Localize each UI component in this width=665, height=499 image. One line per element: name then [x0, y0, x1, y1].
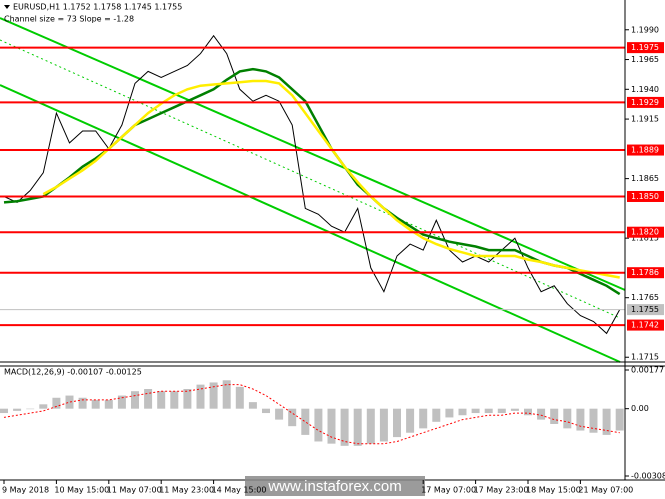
macd-bar [510, 408, 519, 411]
macd-bar [340, 408, 349, 446]
macd-bar [589, 408, 598, 433]
y-tick-label: 1.1815 [631, 234, 659, 243]
macd-bar [235, 386, 244, 409]
macd-bar [288, 408, 297, 427]
series-line [3, 34, 621, 335]
chart-title: EURUSD,H1 1.1752 1.1758 1.1745 1.1755 [13, 3, 182, 12]
macd-bar [196, 384, 205, 409]
macd-bar [497, 408, 506, 414]
macd-bar [0, 408, 8, 414]
level-label: 1.1850 [631, 192, 659, 201]
macd-bar [471, 408, 480, 414]
y-tick-label: 1.1940 [631, 85, 659, 94]
macd-bar [537, 408, 546, 420]
macd-bar [458, 408, 467, 416]
channel-lower [0, 84, 621, 363]
macd-bar [353, 408, 362, 446]
macd-bar [131, 391, 139, 409]
macd-bar [13, 408, 22, 411]
macd-bar [550, 408, 559, 424]
macd-bar [327, 408, 336, 444]
level-label-box [627, 267, 664, 279]
macd-bar [275, 408, 284, 420]
macd-bar [602, 408, 611, 435]
macd-bar [262, 408, 270, 414]
level-label-box [627, 144, 664, 156]
macd-bar [393, 408, 401, 438]
macd-bar [563, 408, 572, 429]
y-tick-label: 1.1915 [631, 115, 659, 124]
y-tick-label: -0.00308 [631, 472, 665, 481]
level-label: 1.1889 [631, 146, 659, 155]
level-label-box [627, 190, 664, 202]
x-tick-label: 11 May 07:00 [107, 486, 162, 495]
y-tick-label: 1.1715 [631, 353, 659, 362]
level-label: 1.1742 [631, 321, 659, 330]
x-tick-label: 10 May 15:00 [54, 486, 109, 495]
macd-bar [183, 389, 192, 409]
x-tick-label: 11 May 23:00 [159, 486, 214, 495]
macd-bar [484, 408, 493, 414]
macd-bar [117, 395, 126, 409]
macd-bar [615, 408, 624, 431]
channel-upper [0, 17, 626, 291]
macd-bar [406, 408, 415, 433]
x-tick-label: 14 May 15:00 [212, 486, 267, 495]
x-tick-label: 21 May 07:00 [578, 486, 633, 495]
watermark-box [245, 476, 425, 496]
level-label: 1.1786 [631, 268, 659, 277]
level-label: 1.1929 [631, 98, 659, 107]
macd-bar [419, 408, 428, 429]
macd-bar [39, 404, 48, 409]
macd-bar [222, 380, 231, 409]
macd-bar [65, 395, 74, 409]
macd-bar [445, 408, 454, 418]
watermark: www.instaforex.com [267, 478, 401, 495]
macd-bar [26, 408, 35, 410]
level-label-box [627, 96, 664, 108]
signal-line [3, 384, 620, 445]
macd-bar [379, 408, 388, 442]
macd-bar [248, 402, 257, 409]
macd-bar [301, 408, 310, 435]
current-price-box [627, 304, 664, 316]
macd-bar [144, 389, 153, 409]
x-tick-label: 17 May 23:00 [474, 486, 529, 495]
y-tick-label: 1.1965 [631, 55, 659, 64]
chart-subtitle: Channel size = 73 Slope = -1.28 [4, 15, 134, 24]
x-tick-label: 17 May 07:00 [421, 486, 476, 495]
macd-bar [366, 408, 375, 444]
level-label: 1.1975 [631, 43, 659, 52]
macd-bar [170, 391, 179, 409]
macd-bar [78, 397, 87, 409]
x-tick-label: 9 May 2018 [2, 486, 49, 495]
macd-bar [432, 408, 441, 422]
current-price-label: 1.1755 [631, 305, 659, 314]
macd-bar [157, 391, 166, 409]
macd-bar [524, 408, 532, 416]
y-tick-label: 1.1865 [631, 174, 659, 183]
menu-arrow [4, 5, 10, 9]
x-tick-label: 18 May 15:00 [526, 486, 581, 495]
macd-bar [314, 408, 323, 442]
y-tick-label: 1.1990 [631, 25, 659, 34]
level-label: 1.1820 [631, 228, 659, 237]
y-tick-label: 1.1765 [631, 293, 659, 302]
y-tick-label: 0.00 [631, 404, 649, 413]
level-label-box [627, 319, 664, 331]
level-label-box [627, 226, 664, 238]
level-label-box [627, 42, 664, 54]
macd-bar [576, 408, 585, 431]
macd-bar [104, 399, 113, 409]
macd-bar [52, 397, 61, 409]
series-line [42, 79, 620, 279]
channel-middle [0, 39, 621, 319]
y-tick-label: 0.00177 [631, 366, 664, 375]
macd-title: MACD(12,26,9) -0.00107 -0.00125 [4, 368, 142, 377]
macd-bar [91, 399, 100, 409]
macd-bar [209, 382, 218, 409]
